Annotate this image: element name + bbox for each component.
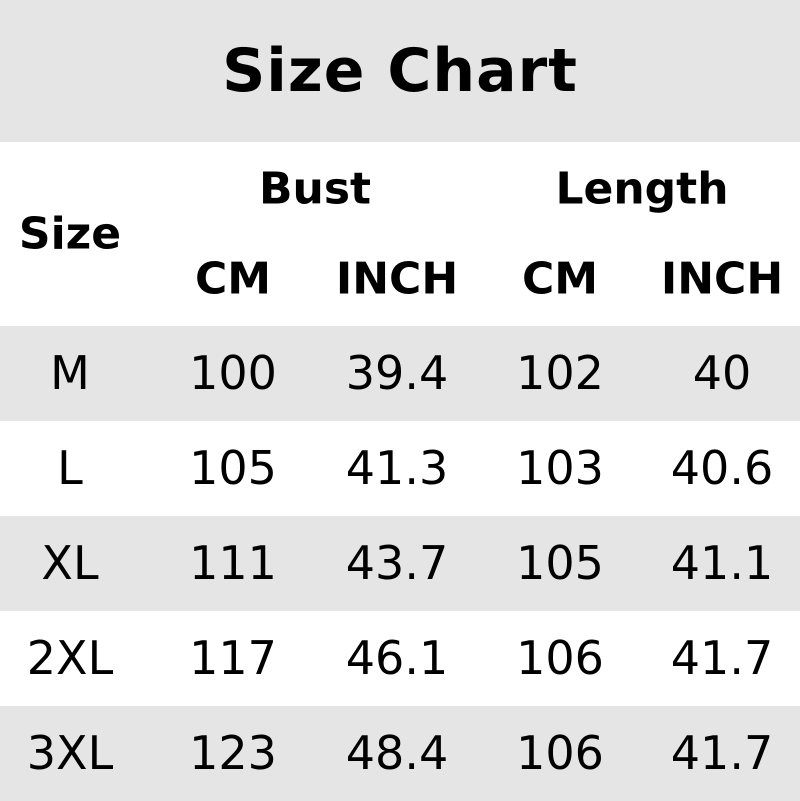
cell-size: M bbox=[50, 346, 90, 400]
cell-length-cm: 106 bbox=[516, 726, 604, 780]
header-bust: Bust bbox=[258, 163, 372, 215]
header-size: Size bbox=[18, 208, 122, 260]
cell-bust-cm: 105 bbox=[189, 441, 277, 495]
cell-bust-inch: 41.3 bbox=[345, 441, 449, 495]
header-length-inch: INCH bbox=[660, 253, 784, 305]
title-band: Size Chart bbox=[0, 0, 800, 142]
header-bust-inch: INCH bbox=[335, 253, 459, 305]
cell-length-cm: 102 bbox=[516, 346, 604, 400]
cell-bust-cm: 123 bbox=[189, 726, 277, 780]
cell-length-inch: 40 bbox=[692, 346, 752, 400]
header-length: Length bbox=[555, 163, 729, 215]
table-row: M 100 39.4 102 40 bbox=[0, 326, 800, 421]
cell-bust-cm: 117 bbox=[189, 631, 277, 685]
cell-length-cm: 105 bbox=[516, 536, 604, 590]
cell-bust-inch: 43.7 bbox=[345, 536, 449, 590]
cell-bust-cm: 100 bbox=[189, 346, 277, 400]
cell-size: XL bbox=[41, 536, 99, 590]
table-row: 3XL 123 48.4 106 41.7 bbox=[0, 706, 800, 801]
table-row: XL 111 43.7 105 41.1 bbox=[0, 516, 800, 611]
cell-length-inch: 40.6 bbox=[670, 441, 774, 495]
cell-length-inch: 41.7 bbox=[670, 631, 774, 685]
cell-bust-inch: 46.1 bbox=[345, 631, 449, 685]
table-header: Size Bust Length CM INCH CM INCH bbox=[0, 142, 800, 326]
cell-bust-cm: 111 bbox=[189, 536, 277, 590]
header-length-cm: CM bbox=[521, 253, 599, 305]
cell-length-cm: 106 bbox=[516, 631, 604, 685]
cell-bust-inch: 48.4 bbox=[345, 726, 449, 780]
cell-size: L bbox=[57, 441, 83, 495]
header-bust-cm: CM bbox=[194, 253, 272, 305]
cell-size: 2XL bbox=[26, 631, 114, 685]
page-title: Size Chart bbox=[222, 36, 578, 106]
cell-size: 3XL bbox=[26, 726, 114, 780]
cell-length-inch: 41.7 bbox=[670, 726, 774, 780]
cell-bust-inch: 39.4 bbox=[345, 346, 449, 400]
cell-length-inch: 41.1 bbox=[670, 536, 774, 590]
table-row: L 105 41.3 103 40.6 bbox=[0, 421, 800, 516]
cell-length-cm: 103 bbox=[516, 441, 604, 495]
table-row: 2XL 117 46.1 106 41.7 bbox=[0, 611, 800, 706]
